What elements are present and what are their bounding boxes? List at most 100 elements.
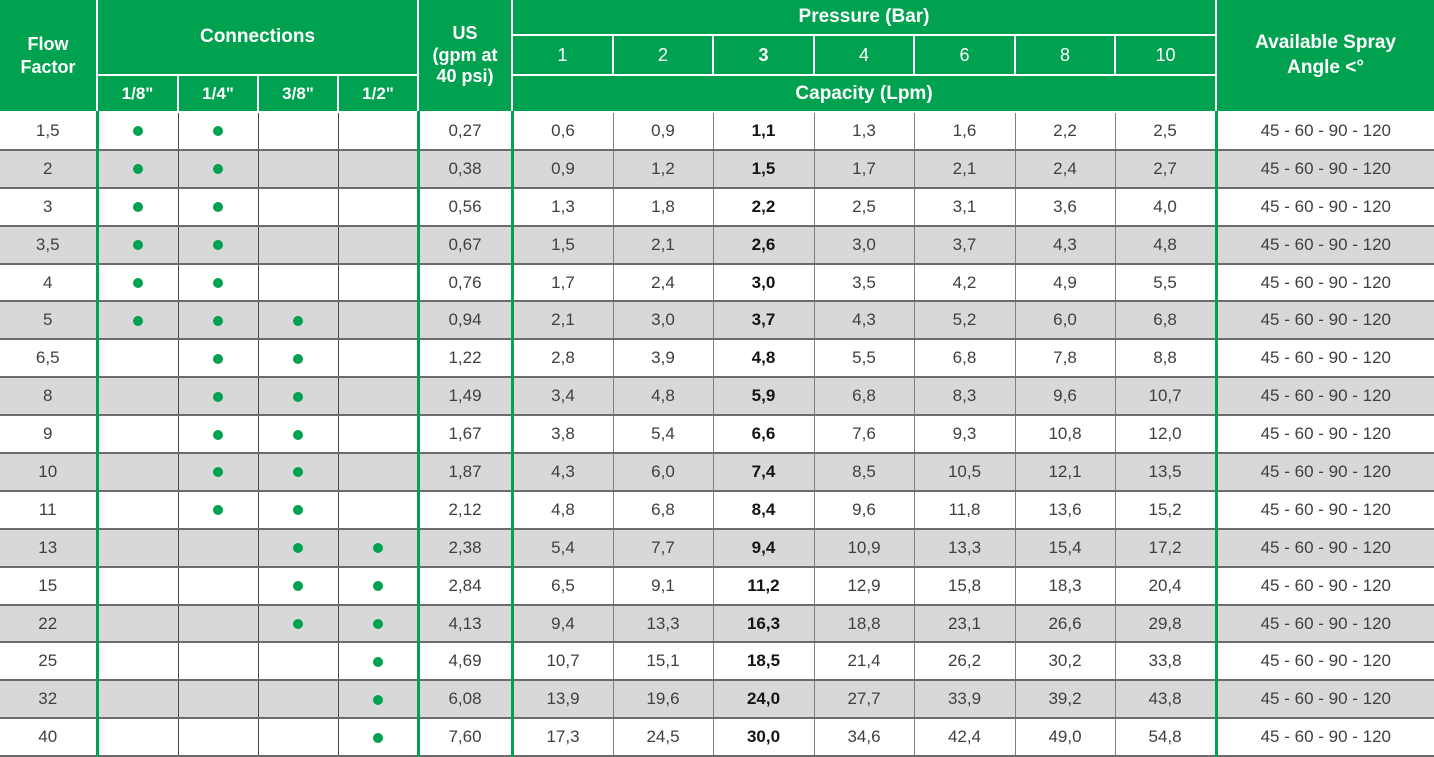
connection-cell	[338, 490, 420, 530]
capacity-cell: 34,6	[814, 718, 915, 757]
connection-cell	[97, 680, 179, 720]
connection-cell	[338, 225, 420, 265]
connection-cell	[258, 566, 339, 606]
capacity-cell: 1,2	[613, 149, 714, 189]
capacity-cell: 42,4	[914, 718, 1016, 757]
flow-factor-cell: 1,5	[0, 112, 99, 151]
capacity-cell: 2,1	[613, 225, 714, 265]
connection-cell	[178, 604, 259, 644]
connection-cell	[338, 528, 420, 568]
us-gpm-cell: 6,08	[418, 680, 514, 720]
capacity-cell: 26,6	[1015, 604, 1116, 644]
connection-cell	[258, 680, 339, 720]
connection-dot-icon	[293, 353, 303, 364]
capacity-cell: 15,1	[613, 642, 714, 682]
capacity-cell: 6,8	[914, 339, 1016, 379]
connection-cell	[338, 680, 420, 720]
capacity-cell: 21,4	[814, 642, 915, 682]
connection-size-1-8: 1/8"	[96, 74, 179, 113]
flow-factor-cell: 8	[0, 377, 99, 417]
header-row-1: Flow Factor Connections US (gpm at 40 ps…	[0, 0, 1434, 113]
spray-angle-header: Available Spray Angle <°	[1215, 0, 1434, 113]
connection-dot-icon	[372, 619, 383, 630]
connection-cell	[178, 225, 259, 265]
connection-dot-icon	[372, 656, 383, 667]
capacity-cell: 1,3	[512, 187, 614, 227]
table-row: 2 0,38 0,9 1,2 1,5 1,7 2,1 2,4 2,7 45 - 60 - 90 -…	[0, 149, 1434, 189]
flow-factor-cell: 40	[0, 718, 99, 757]
capacity-cell: 19,6	[613, 680, 714, 720]
connection-dot-icon	[293, 429, 303, 440]
table-row: 8 1,49 3,4 4,8 5,9 6,8 8,3 9,6 10,7 45 - 60 - 90 …	[0, 377, 1434, 417]
pressure-col-8: 8	[1014, 34, 1116, 76]
flow-factor-cell: 2	[0, 149, 99, 189]
table-row: 3 0,56 1,3 1,8 2,2 2,5 3,1 3,6 4,0 45 - 60 - 90 -…	[0, 187, 1434, 227]
capacity-lpm-header: Capacity (Lpm)	[510, 74, 1218, 113]
connection-cell	[338, 339, 420, 379]
connection-cell	[338, 453, 420, 492]
connection-cell	[178, 377, 259, 417]
connection-dot-icon	[293, 581, 303, 592]
flow-factor-cell: 11	[0, 490, 99, 530]
capacity-cell: 8,5	[814, 453, 915, 492]
connection-cell	[97, 187, 179, 227]
connection-cell	[178, 680, 259, 720]
connection-cell	[97, 528, 179, 568]
connection-dot-icon	[293, 505, 303, 516]
capacity-cell: 7,8	[1015, 339, 1116, 379]
connection-dot-icon	[213, 467, 223, 478]
flow-factor-cell: 32	[0, 680, 99, 720]
connection-cell	[258, 112, 339, 151]
connection-cell	[97, 225, 179, 265]
capacity-cell: 4,8	[713, 339, 815, 379]
capacity-cell: 2,1	[512, 301, 614, 341]
flow-factor-cell: 13	[0, 528, 99, 568]
us-gpm-header: US (gpm at 40 psi)	[417, 0, 513, 113]
capacity-cell: 10,9	[814, 528, 915, 568]
us-gpm-cell: 7,60	[418, 718, 514, 757]
capacity-cell: 17,2	[1115, 528, 1218, 568]
us-gpm-cell: 2,12	[418, 490, 514, 530]
table-row: 25 4,69 10,7 15,1 18,5 21,4 26,2 30,2 33,8 45 - 6…	[0, 642, 1434, 682]
capacity-cell: 13,6	[1015, 490, 1116, 530]
flow-factor-cell: 9	[0, 415, 99, 455]
table-row: 40 7,60 17,3 24,5 30,0 34,6 42,4 49,0 54,8 45 - 6…	[0, 718, 1434, 757]
connection-dot-icon	[133, 164, 143, 175]
connection-cell	[97, 490, 179, 530]
capacity-cell: 3,4	[512, 377, 614, 417]
capacity-cell: 7,6	[814, 415, 915, 455]
connection-cell	[258, 718, 339, 757]
capacity-cell: 6,5	[512, 566, 614, 606]
capacity-cell: 4,9	[1015, 263, 1116, 303]
table-row: 32 6,08 13,9 19,6 24,0 27,7 33,9 39,2 43,8 45 - 6…	[0, 680, 1434, 720]
connection-cell	[178, 112, 259, 151]
capacity-cell: 10,5	[914, 453, 1016, 492]
connection-cell	[338, 187, 420, 227]
connection-cell	[178, 187, 259, 227]
capacity-cell: 3,0	[713, 263, 815, 303]
capacity-cell: 6,8	[613, 490, 714, 530]
header-row-2: 1 2 3 4 6 8 10	[0, 34, 1434, 76]
connection-cell	[258, 263, 339, 303]
connection-dot-icon	[293, 467, 303, 478]
spray-angle-cell: 45 - 60 - 90 - 120	[1216, 225, 1434, 265]
connection-dot-icon	[372, 581, 383, 592]
capacity-cell: 9,4	[713, 528, 815, 568]
capacity-cell: 5,9	[713, 377, 815, 417]
capacity-cell: 15,4	[1015, 528, 1116, 568]
flow-factor-cell: 10	[0, 453, 99, 492]
capacity-cell: 29,8	[1115, 604, 1218, 644]
capacity-cell: 4,8	[1115, 225, 1218, 265]
connection-cell	[97, 415, 179, 455]
capacity-cell: 5,4	[512, 528, 614, 568]
connection-cell	[338, 604, 420, 644]
spray-angle-cell: 45 - 60 - 90 - 120	[1216, 263, 1434, 303]
capacity-cell: 18,5	[713, 642, 815, 682]
connection-cell	[178, 301, 259, 341]
connection-dot-icon	[213, 202, 223, 213]
capacity-cell: 18,3	[1015, 566, 1116, 606]
connection-cell	[97, 453, 179, 492]
table-row: 11 2,12 4,8 6,8 8,4 9,6 11,8 13,6 15,2 45 - 60 - …	[0, 490, 1434, 530]
flow-factor-cell: 6,5	[0, 339, 99, 379]
capacity-cell: 24,5	[613, 718, 714, 757]
